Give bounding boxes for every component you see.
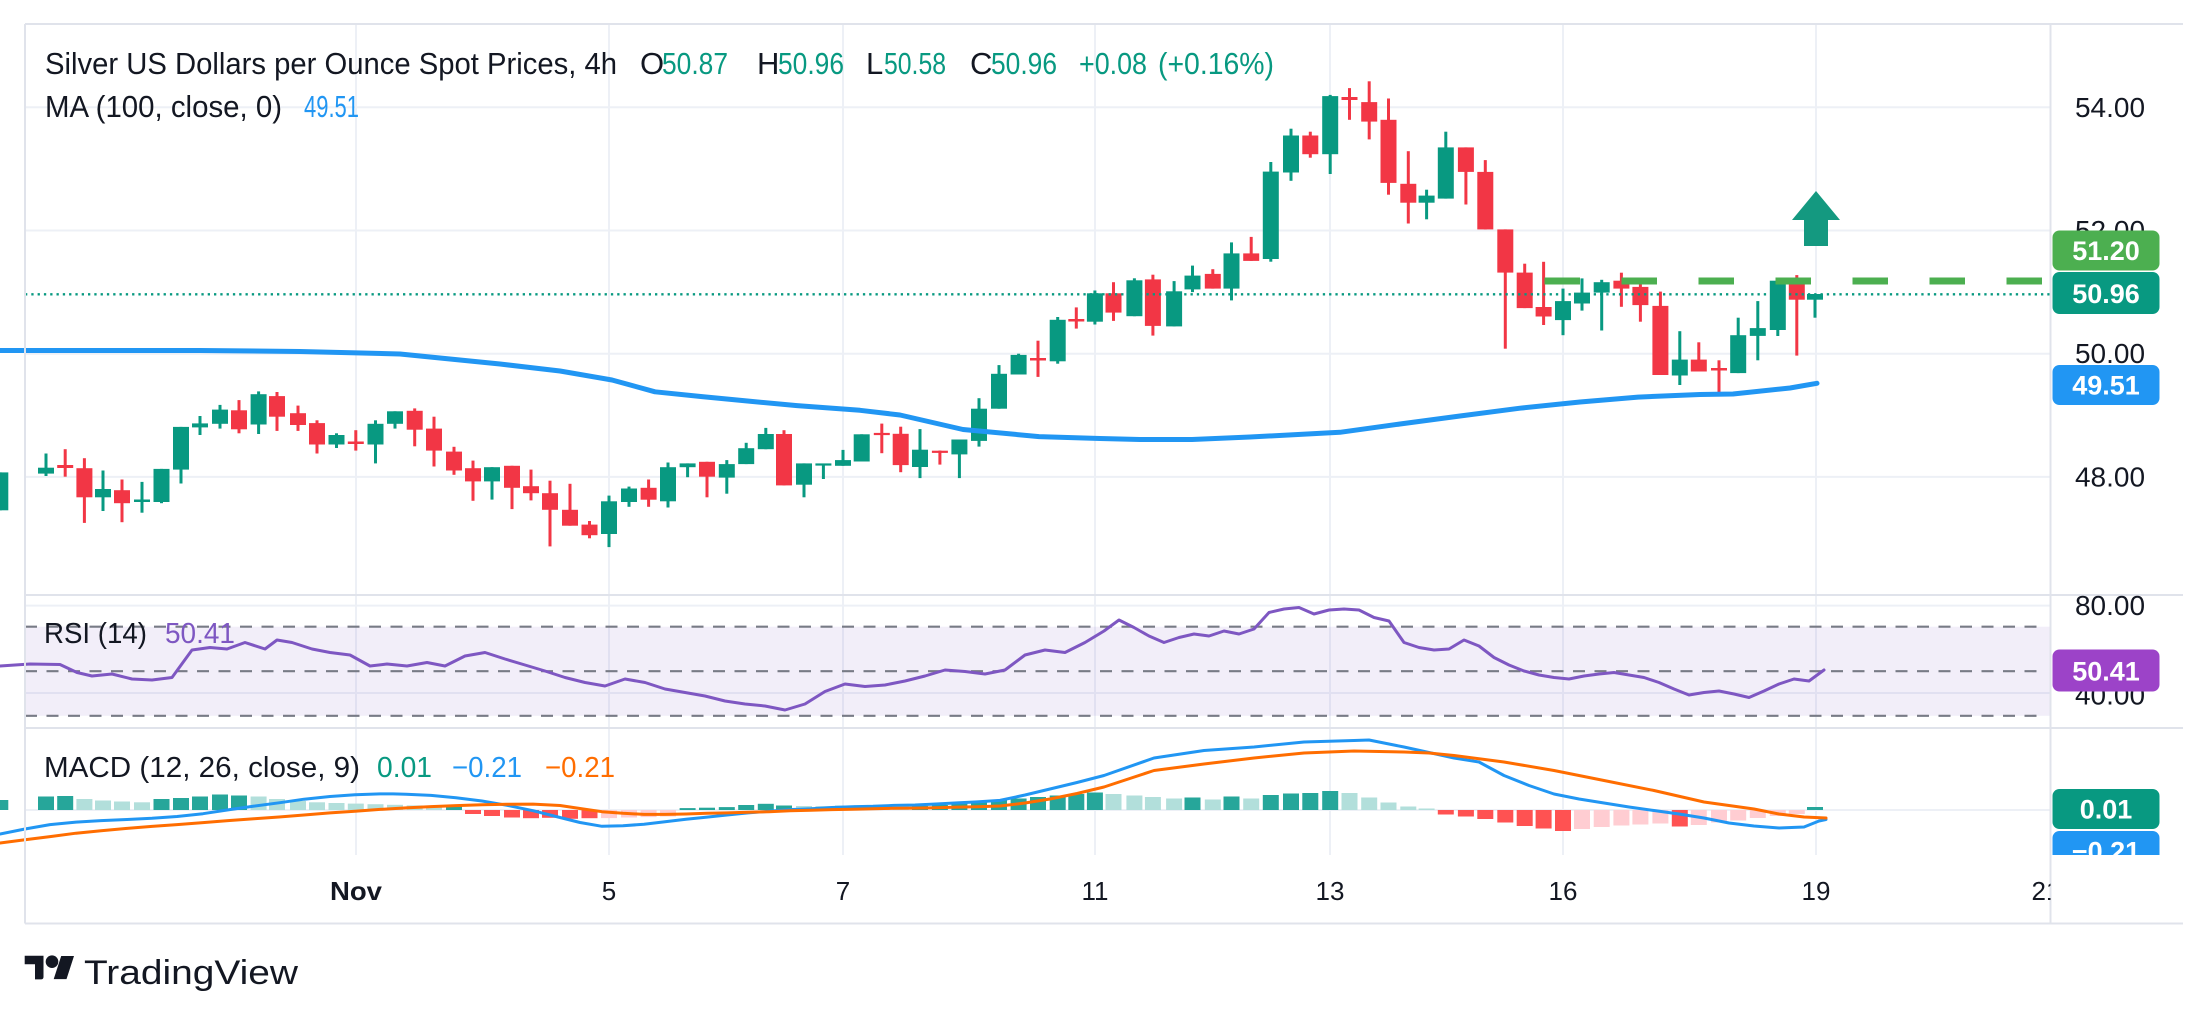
svg-text:54.00: 54.00 <box>2075 92 2145 123</box>
svg-text:16: 16 <box>1549 876 1578 906</box>
svg-text:50.87: 50.87 <box>662 46 728 81</box>
svg-text:H: H <box>757 46 779 81</box>
svg-text:21: 21 <box>2032 876 2061 906</box>
svg-text:Nov: Nov <box>330 876 383 906</box>
svg-text:48.00: 48.00 <box>2075 461 2145 492</box>
svg-text:−0.21: −0.21 <box>452 752 522 784</box>
svg-text:51.20: 51.20 <box>2072 236 2140 266</box>
svg-text:C: C <box>970 46 992 81</box>
svg-text:MACD (12, 26, close, 9): MACD (12, 26, close, 9) <box>44 752 360 784</box>
svg-text:50.96: 50.96 <box>2072 279 2140 309</box>
svg-text:−0.21: −0.21 <box>2072 837 2140 867</box>
svg-text:80.00: 80.00 <box>2075 590 2145 621</box>
svg-text:13: 13 <box>1316 876 1345 906</box>
svg-text:Silver US Dollars per Ounce Sp: Silver US Dollars per Ounce Spot Prices,… <box>45 46 617 81</box>
svg-text:O: O <box>640 46 664 81</box>
svg-text:11: 11 <box>1082 876 1109 906</box>
svg-text:−0.21: −0.21 <box>545 752 615 784</box>
svg-text:5: 5 <box>602 876 616 906</box>
svg-text:50.41: 50.41 <box>2072 657 2140 687</box>
svg-text:+0.08: +0.08 <box>1079 46 1147 81</box>
svg-text:50.58: 50.58 <box>884 46 946 81</box>
svg-text:50.41: 50.41 <box>165 618 235 650</box>
svg-text:L: L <box>866 46 883 81</box>
svg-text:0.01: 0.01 <box>377 752 432 784</box>
svg-text:50.96: 50.96 <box>778 46 844 81</box>
svg-text:50.00: 50.00 <box>2075 338 2145 369</box>
svg-text:49.51: 49.51 <box>304 89 359 124</box>
svg-text:MA (100, close, 0): MA (100, close, 0) <box>45 89 282 124</box>
svg-text:0.01: 0.01 <box>2080 795 2133 825</box>
svg-text:7: 7 <box>836 876 850 906</box>
svg-text:50.96: 50.96 <box>991 46 1057 81</box>
svg-text:(+0.16%): (+0.16%) <box>1158 46 1274 81</box>
svg-text:TradingView: TradingView <box>84 954 298 992</box>
svg-text:RSI (14): RSI (14) <box>44 618 147 650</box>
svg-text:19: 19 <box>1802 876 1831 906</box>
svg-text:49.51: 49.51 <box>2072 371 2140 401</box>
